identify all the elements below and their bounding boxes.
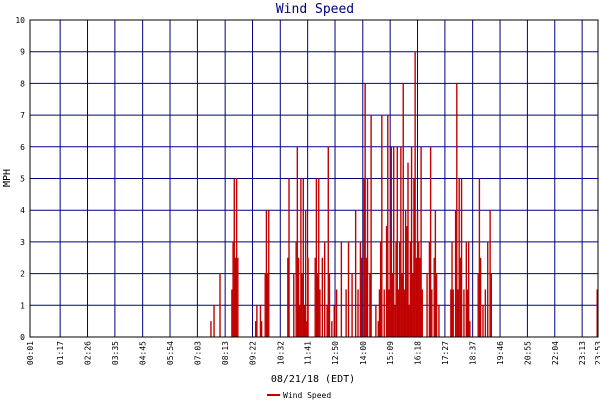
x-tick-label: 19:46 (496, 341, 505, 365)
x-tick-label: 22:04 (551, 341, 560, 365)
x-tick-labels: 00:01 01:17 02:26 03:35 04:45 05:54 07:03 08:13… (26, 341, 600, 365)
x-tick-label: 14:00 (359, 341, 368, 365)
y-tick-label: 2 (20, 270, 25, 279)
y-tick-label: 1 (20, 301, 25, 310)
y-tick-label: 8 (20, 79, 25, 88)
y-axis-label: MPH (2, 169, 13, 187)
y-tick-label: 3 (20, 238, 25, 247)
x-tick-label: 07:03 (193, 341, 202, 365)
x-tick-label: 18:37 (469, 341, 478, 365)
y-tick-label: 7 (20, 111, 25, 120)
x-tick-label: 05:54 (166, 341, 175, 365)
y-tick-label: 0 (20, 333, 25, 342)
legend-label: Wind Speed (283, 391, 331, 400)
y-tick-label: 10 (15, 16, 25, 25)
legend: Wind Speed (267, 391, 331, 400)
wind-speed-bars (210, 51, 598, 337)
x-tick-label: 03:35 (111, 341, 120, 365)
x-tick-label: 12:50 (331, 341, 340, 365)
x-tick-label: 02:26 (84, 341, 93, 365)
x-tick-label: 23:53 (594, 341, 600, 365)
x-tick-label: 16:18 (414, 341, 423, 365)
x-tick-label: 17:27 (441, 341, 450, 365)
x-tick-label: 09:22 (249, 341, 258, 365)
x-tick-label: 01:17 (56, 341, 65, 365)
x-tick-label: 15:09 (386, 341, 395, 365)
plot-frame (29, 19, 599, 338)
x-tick-label: 00:01 (26, 341, 35, 365)
chart-grid (30, 20, 598, 337)
y-tick-label: 9 (20, 48, 25, 57)
y-tick-label: 5 (20, 175, 25, 184)
chart-title: Wind Speed (276, 2, 354, 17)
y-tick-labels: 0 1 2 3 4 5 6 7 8 9 10 (15, 16, 25, 342)
x-tick-label: 08:13 (221, 341, 230, 365)
x-axis-label: 08/21/18 (EDT) (271, 374, 355, 385)
x-tick-label: 20:55 (523, 341, 532, 365)
y-tick-label: 4 (20, 206, 25, 215)
x-tick-label: 10:32 (276, 341, 285, 365)
y-tick-label: 6 (20, 143, 25, 152)
x-tick-label: 04:45 (139, 341, 148, 365)
x-tick-label: 23:13 (578, 341, 587, 365)
x-tick-label: 11:41 (304, 341, 313, 365)
